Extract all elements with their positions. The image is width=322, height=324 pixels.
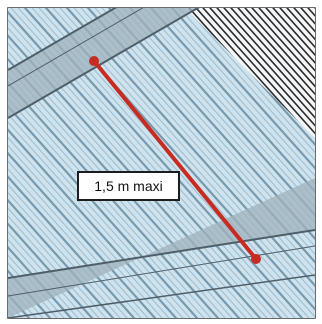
sheet-stripe (223, 8, 315, 138)
corrugation-stripe (8, 8, 144, 318)
sheet-stripe (188, 8, 315, 138)
corrugation-stripe (136, 8, 315, 318)
dimension-label: 1,5 m maxi (77, 171, 180, 201)
sheet-stripe (237, 8, 315, 138)
corrugation-stripe (8, 8, 263, 318)
sheet-stripe (195, 8, 315, 138)
sheet-stripe (216, 8, 315, 138)
corrugation-stripe (8, 8, 277, 318)
dimension-end-marker (251, 254, 261, 264)
corrugation-stripe (8, 8, 228, 318)
sheet-stripe (258, 8, 315, 138)
corrugation-stripe (8, 8, 186, 318)
corrugation-stripe (164, 8, 315, 318)
corrugation-stripe (66, 8, 315, 318)
lower-purlin (8, 178, 315, 318)
corrugation-stripe (122, 8, 315, 318)
corrugation-stripe (87, 8, 315, 318)
dimension-start-marker (89, 56, 99, 66)
sheet-stripe (230, 8, 315, 138)
corrugation-stripe (115, 8, 315, 318)
sheet-stripe (0, 0, 6, 324)
corrugation-stripe (8, 8, 214, 318)
sheet-stripe (244, 8, 315, 138)
corrugation-stripe (129, 8, 315, 318)
corrugation-stripe (8, 8, 249, 318)
upper-purlin (8, 8, 200, 119)
corrugation-stripe (157, 8, 315, 318)
corrugation-stripe (8, 8, 221, 318)
corrugation-stripe (8, 8, 270, 318)
corrugation-stripe (0, 0, 3, 324)
corrugation-stripe (143, 8, 315, 318)
corrugation-stripe (73, 8, 315, 318)
corrugation-stripe (8, 8, 207, 318)
corrugation-stripe (108, 8, 315, 318)
corrugation-stripe (171, 8, 315, 318)
corrugation-stripe (8, 8, 200, 318)
corrugation-stripe (8, 8, 179, 318)
corrugation-stripe (8, 8, 256, 318)
corrugation-stripe (8, 8, 165, 318)
corrugation-stripe (101, 8, 315, 318)
sheet-stripe (209, 8, 315, 138)
sheet-stripe (251, 8, 315, 138)
dimension-line (92, 59, 258, 261)
corrugation-stripe (8, 8, 242, 318)
corrugation-stripe (8, 8, 172, 318)
corrugation-stripe (94, 8, 315, 318)
corrugation-stripe (80, 8, 315, 318)
corrugation-stripe (8, 8, 235, 318)
corrugation-stripe (8, 8, 151, 318)
sheet-stripe (202, 8, 315, 138)
corrugation-stripe (150, 8, 315, 318)
sheet-stripe (314, 8, 315, 138)
corrugation-stripe (178, 8, 315, 318)
corrugation-stripe (8, 8, 193, 318)
